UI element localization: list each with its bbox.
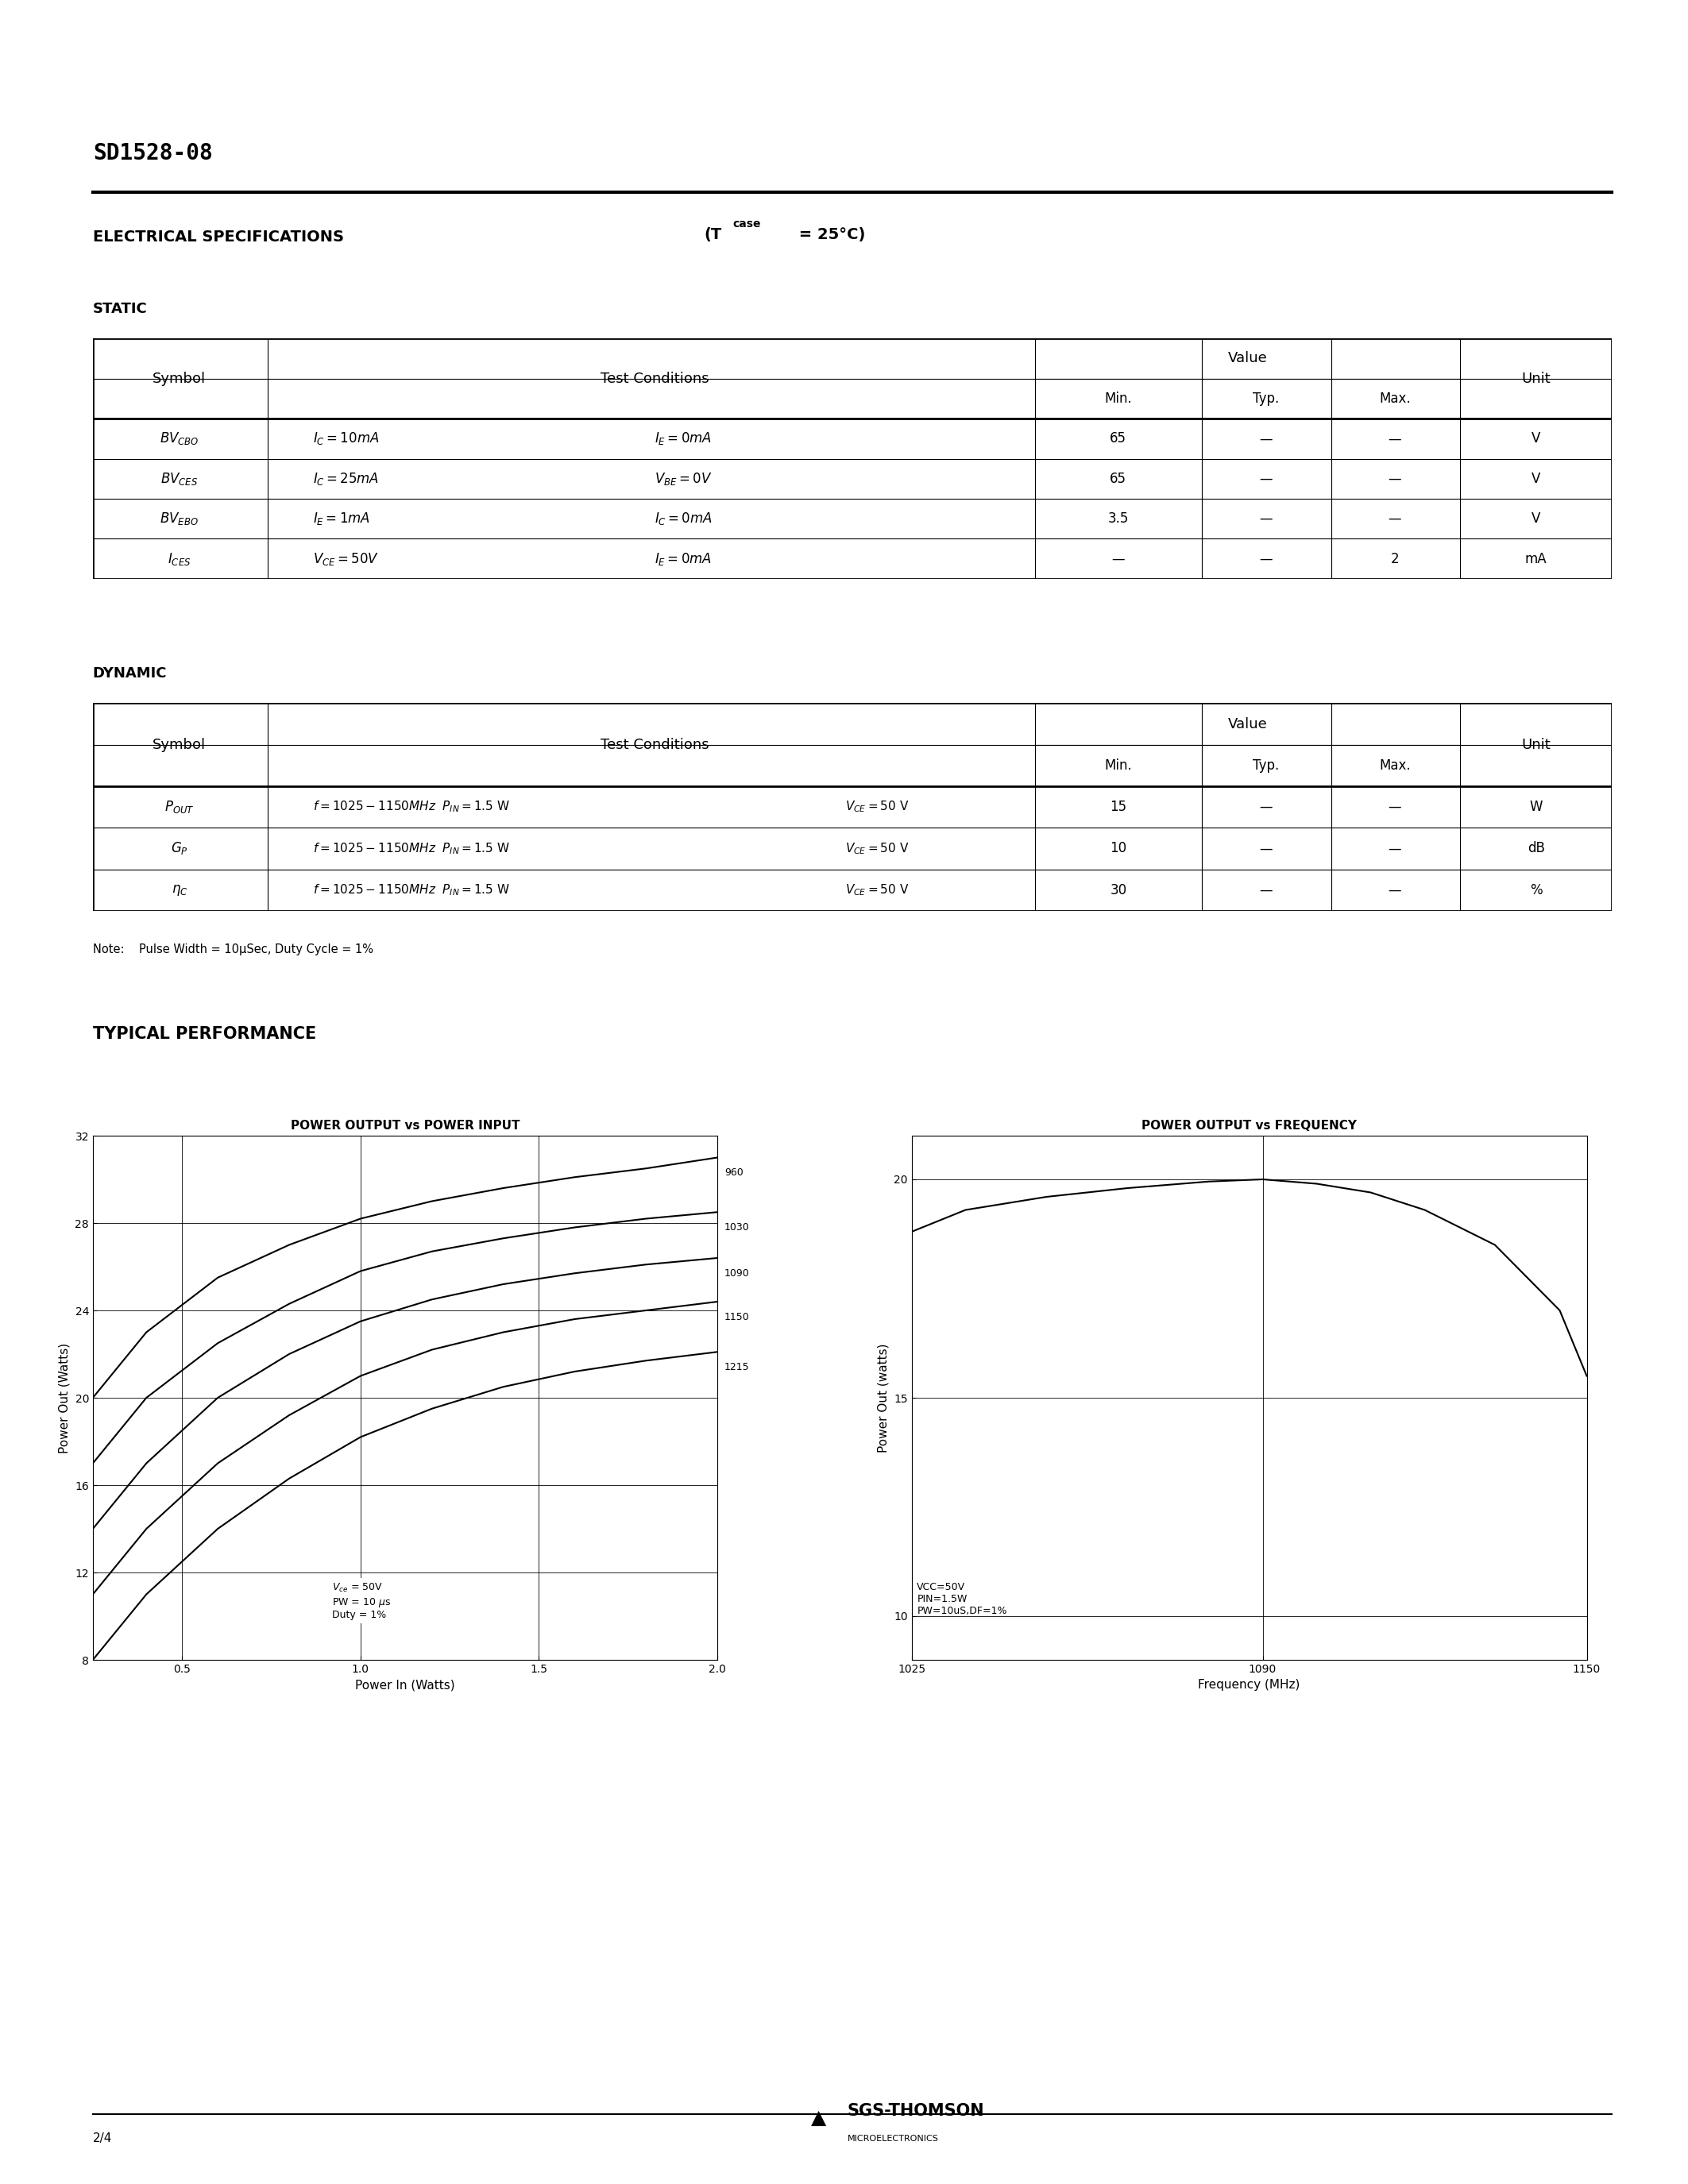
Text: 65: 65 [1111,432,1126,446]
Text: V: V [1531,432,1541,446]
Text: = 25°C): = 25°C) [793,227,866,242]
Text: —: — [1259,841,1273,856]
Text: 1090: 1090 [724,1269,749,1278]
Text: $BV_{EBO}$: $BV_{EBO}$ [160,511,199,526]
Text: VCC=50V
PIN=1.5W
PW=10uS,DF=1%: VCC=50V PIN=1.5W PW=10uS,DF=1% [917,1581,1008,1616]
Text: $BV_{CES}$: $BV_{CES}$ [160,472,197,487]
Text: —: — [1112,553,1124,566]
Text: Symbol: Symbol [154,738,206,751]
Text: —: — [1259,472,1273,485]
Text: Test Conditions: Test Conditions [601,371,709,387]
Text: 2/4: 2/4 [93,2134,111,2145]
Text: 30: 30 [1111,882,1126,898]
Text: $f = 1025 - 1150MHz$  $P_{IN} = 1.5$ W: $f = 1025 - 1150MHz$ $P_{IN} = 1.5$ W [314,882,510,898]
Text: 960: 960 [724,1168,743,1177]
Text: %: % [1529,882,1543,898]
Text: 10: 10 [1111,841,1126,856]
Text: Min.: Min. [1104,391,1133,406]
Text: 1215: 1215 [724,1363,749,1372]
Text: $I_C = 0mA$: $I_C = 0mA$ [655,511,712,526]
Y-axis label: Power Out (watts): Power Out (watts) [878,1343,890,1452]
Text: $V_{CE} = 50V$: $V_{CE} = 50V$ [314,550,380,566]
Text: $P_{OUT}$: $P_{OUT}$ [164,799,194,815]
Text: $I_E = 0mA$: $I_E = 0mA$ [655,550,712,566]
X-axis label: Frequency (MHz): Frequency (MHz) [1198,1679,1300,1690]
Text: $I_C = 10mA$: $I_C = 10mA$ [314,430,380,446]
Text: —: — [1388,511,1401,526]
Text: Value: Value [1227,716,1268,732]
Text: —: — [1259,511,1273,526]
Text: ELECTRICAL SPECIFICATIONS: ELECTRICAL SPECIFICATIONS [93,229,349,245]
Text: $f = 1025 - 1150MHz$  $P_{IN} = 1.5$ W: $f = 1025 - 1150MHz$ $P_{IN} = 1.5$ W [314,799,510,815]
Text: $V_{CE} = 50$ V: $V_{CE} = 50$ V [846,799,908,815]
Text: Value: Value [1227,352,1268,365]
Text: dB: dB [1528,841,1545,856]
Text: ▲: ▲ [810,2108,827,2127]
Text: $I_E = 0mA$: $I_E = 0mA$ [655,430,712,446]
Text: Unit: Unit [1521,738,1551,751]
Text: V: V [1531,472,1541,485]
Text: —: — [1259,432,1273,446]
Text: 2: 2 [1391,553,1399,566]
Text: case: case [733,218,761,229]
Text: SD1528-08: SD1528-08 [93,142,213,164]
Text: MICROELECTRONICS: MICROELECTRONICS [847,2134,939,2143]
Text: —: — [1388,799,1401,815]
Title: POWER OUTPUT vs FREQUENCY: POWER OUTPUT vs FREQUENCY [1141,1120,1357,1131]
X-axis label: Power In (Watts): Power In (Watts) [354,1679,456,1690]
Text: Test Conditions: Test Conditions [601,738,709,751]
Text: $V_{BE} = 0V$: $V_{BE} = 0V$ [655,472,712,487]
Y-axis label: Power Out (Watts): Power Out (Watts) [59,1343,71,1452]
Text: Min.: Min. [1104,758,1133,773]
Text: $\eta_C$: $\eta_C$ [170,882,187,898]
Text: TYPICAL PERFORMANCE: TYPICAL PERFORMANCE [93,1026,316,1042]
Text: Typ.: Typ. [1252,391,1280,406]
Text: $BV_{CBO}$: $BV_{CBO}$ [160,430,199,446]
Text: 1150: 1150 [724,1313,749,1321]
Text: —: — [1259,553,1273,566]
Text: $f = 1025 - 1150MHz$  $P_{IN} = 1.5$ W: $f = 1025 - 1150MHz$ $P_{IN} = 1.5$ W [314,841,510,856]
Title: POWER OUTPUT vs POWER INPUT: POWER OUTPUT vs POWER INPUT [290,1120,520,1131]
Text: V: V [1531,511,1541,526]
Text: Unit: Unit [1521,371,1551,387]
Text: —: — [1259,799,1273,815]
Text: Symbol: Symbol [154,371,206,387]
Text: $V_{ce}$ = 50V
PW = 10 $\mu$s
Duty = 1%: $V_{ce}$ = 50V PW = 10 $\mu$s Duty = 1% [333,1581,392,1621]
Text: $G_P$: $G_P$ [170,841,187,856]
Text: —: — [1388,882,1401,898]
Text: —: — [1388,432,1401,446]
Text: $V_{CE} = 50$ V: $V_{CE} = 50$ V [846,841,908,856]
Text: STATIC: STATIC [93,301,147,317]
Text: —: — [1259,882,1273,898]
Text: SGS-THOMSON: SGS-THOMSON [847,2103,984,2118]
Text: —: — [1388,841,1401,856]
Text: Max.: Max. [1379,391,1411,406]
Text: $I_{CES}$: $I_{CES}$ [167,550,191,566]
Text: 3.5: 3.5 [1107,511,1129,526]
Text: 65: 65 [1111,472,1126,485]
Text: DYNAMIC: DYNAMIC [93,666,167,681]
Text: (T: (T [704,227,721,242]
Text: 1030: 1030 [724,1223,749,1232]
Text: Max.: Max. [1379,758,1411,773]
Text: $V_{CE} = 50$ V: $V_{CE} = 50$ V [846,882,908,898]
Text: mA: mA [1526,553,1546,566]
Text: —: — [1388,472,1401,485]
Text: $I_C = 25mA$: $I_C = 25mA$ [314,472,378,487]
Text: $I_E = 1mA$: $I_E = 1mA$ [314,511,370,526]
Text: Note:    Pulse Width = 10μSec, Duty Cycle = 1%: Note: Pulse Width = 10μSec, Duty Cycle =… [93,943,373,954]
Text: 15: 15 [1111,799,1126,815]
Text: W: W [1529,799,1543,815]
Text: Typ.: Typ. [1252,758,1280,773]
